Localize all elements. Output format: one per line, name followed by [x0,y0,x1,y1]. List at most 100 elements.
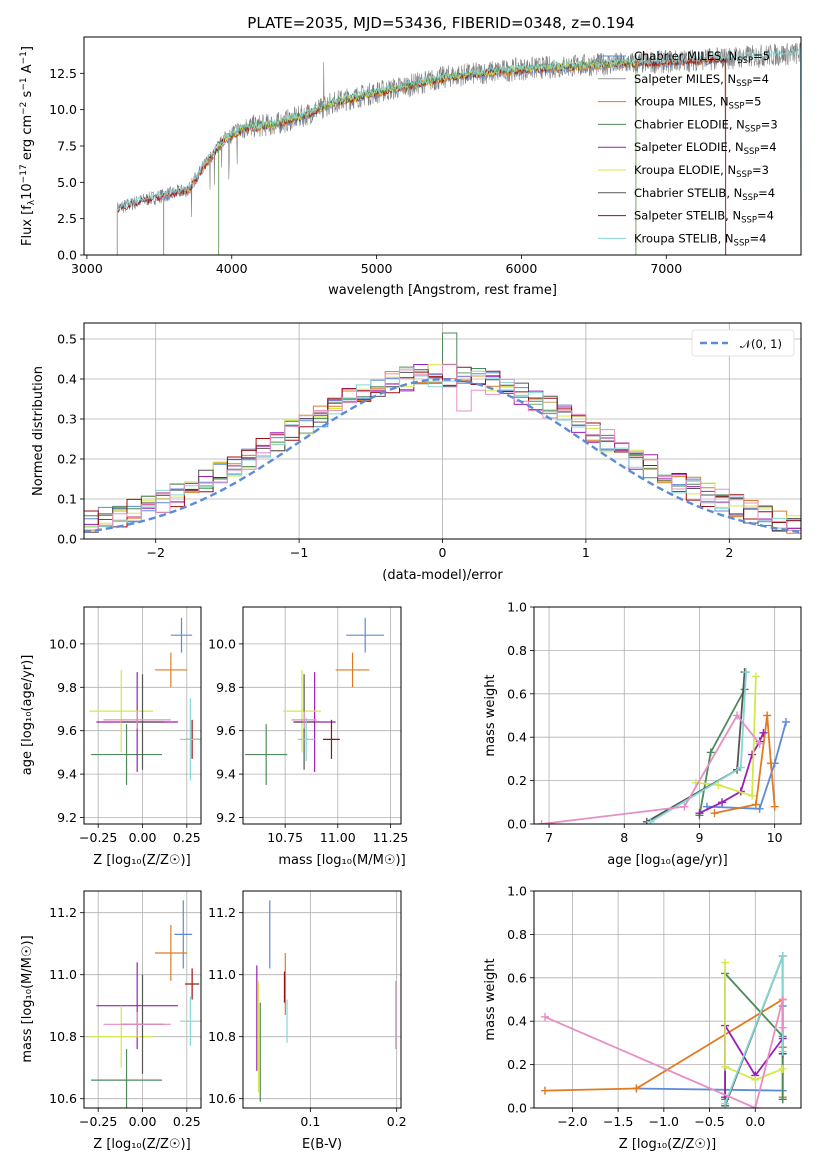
mass-weight-series [537,668,790,824]
mass-weight-line [706,721,787,810]
y-tick-label: 1.0 [507,884,527,899]
mass-weight-marker [721,958,730,967]
legend-box [691,329,795,357]
figure-title: PLATE=2035, MJD=53436, FIBERID=0348, z=0… [247,14,634,32]
y-axis-label-part: s [20,90,35,101]
x-tick-label: 0.2 [387,1114,407,1129]
y-axis-label: age [log₁₀(age/yr)] [20,655,35,776]
y-tick-label: 0.0 [507,817,527,832]
legend-label-tail: =3 [752,163,769,177]
mass-weight-marker [778,1095,787,1104]
mass-weight-marker [748,791,757,800]
residual-histogram [84,363,801,539]
legend-label-sub: SSP [742,193,758,203]
y-tick-label: 0.5 [57,332,77,347]
x-axis-label: E(B-V) [302,1137,342,1152]
x-tick-label: 6000 [506,261,538,276]
mass-weight-line [650,672,747,823]
mass-weight-marker [751,1104,760,1108]
legend-label-name: Chabrier ELODIE, N [634,117,745,131]
legend-label-tail: =5 [744,95,761,109]
error-bars [245,617,385,785]
model-spectrum-line [218,57,637,255]
legend-label-sub: SSP [736,79,752,89]
spectrum-panel: 3000 4000 5000 6000 7000 0.0 2.5 5.0 7.5 10.0 12.5… [19,36,802,298]
mass-weight-marker [778,1047,787,1056]
y-tick-label: 7.5 [57,139,77,154]
mass-weight-marker [718,798,727,807]
legend-label-sub: SSP [737,56,753,66]
legend-label: Kroupa ELODIE, NSSP=3 [634,163,769,180]
axes-frame [242,890,402,1109]
x-axis-label: wavelength [Angstrom, rest frame] [328,283,557,298]
legend-label-sub: SSP [736,170,752,180]
y-tick-label: 9.6 [57,723,77,738]
massweight_vs_age-panel: 7 8 9 10 0.0 0.2 0.4 0.6 0.8 1.0 age [log₁₀(age/yr… [483,600,802,868]
mass-weight-marker [751,800,760,809]
x-tick-label: 8 [620,830,628,845]
legend-label-sub: SSP [745,124,761,134]
x-tick-label: 7000 [650,261,682,276]
legend-label-sub: SSP [741,216,757,226]
y-tick-label: 9.4 [216,767,236,782]
y-tick-label: 11.0 [49,967,77,982]
y-tick-label: 1.0 [507,600,527,615]
legend-label-tail: =4 [749,231,766,245]
x-axis-label: mass [log₁₀(M/M☉)] [278,853,405,868]
legend-label-sub: SSP [729,102,745,112]
y-axis-label: mass weight [483,958,498,1040]
y-tick-label: 0.1 [57,492,77,507]
mass-weight-marker [736,763,745,772]
y-tick-label: 9.6 [216,723,236,738]
mass-weight-marker [759,728,768,737]
x-tick-label: 10.75 [267,830,303,845]
mass-weight-marker [537,820,546,824]
y-tick-label: 0.4 [507,730,527,745]
mass-weight-marker [721,1062,730,1071]
mass_vs_EBV-panel: 0.1 0.2 10.6 10.8 11.0 11.2 E(B-V) [208,890,407,1152]
mass-weight-marker [695,809,704,818]
x-tick-label: −1 [290,545,308,560]
residual-histograms [84,332,801,539]
mass-weight-marker [540,1012,549,1021]
x-tick-label: 0 [439,545,447,560]
mass-weight-marker [778,1064,787,1073]
mass_vs_Z-panel: −0.25 0.00 0.25 10.6 10.8 11.0 11.2 Z [log₁₀(Z/… [20,890,202,1152]
mass-weight-marker [778,995,787,1004]
y-tick-label: 11.2 [208,905,236,920]
mass-weight-marker [632,1084,641,1093]
normal-distribution-curve [84,378,801,534]
y-tick-label: 0.6 [507,970,527,985]
y-tick-label: 10.0 [49,102,77,117]
x-tick-label: 0.00 [129,1114,157,1129]
legend-label-sub: SSP [734,238,750,248]
y-tick-label: 0.0 [57,248,77,263]
y-tick-label: 0.2 [507,773,527,788]
y-axis-label-part: A [20,64,35,77]
mass-weight-marker [721,1099,730,1108]
error-bars [256,900,397,1102]
y-axis-label-part: −17 [19,164,29,183]
x-tick-label: 3000 [71,261,103,276]
y-tick-label: 9.2 [216,810,236,825]
y-tick-label: 11.2 [49,905,77,920]
x-tick-label: −0.25 [79,1114,117,1129]
x-tick-label: 0.25 [173,830,201,845]
legend-label-tail: =4 [760,140,777,154]
y-tick-label: 5.0 [57,175,77,190]
legend-label-tail: =5 [753,49,770,63]
x-tick-label: 9 [695,830,703,845]
axes-frame [242,606,402,825]
legend-label: Salpeter STELIB, NSSP=4 [634,209,774,226]
y-axis-label: Flux [fλ10−17 erg cm−2 s−1 A−1] [19,46,37,246]
legend-label: Chabrier ELODIE, NSSP=3 [634,117,778,134]
y-axis-label-part: −1 [19,51,29,64]
mass-weight-marker [778,952,787,961]
legend-label: Kroupa STELIB, NSSP=4 [634,231,766,248]
mass-weight-marker [763,711,772,720]
axes-frame [533,606,802,825]
y-tick-label: 0.0 [507,1101,527,1116]
x-tick-label: 0.00 [129,830,157,845]
massweight_vs_Z-panel: −2.0 −1.5 −1.0 −0.5 0.0 0.0 0.2 0.4 0.6 0.8 1.0 Z [… [483,884,802,1152]
x-tick-label: 0.25 [173,1114,201,1129]
